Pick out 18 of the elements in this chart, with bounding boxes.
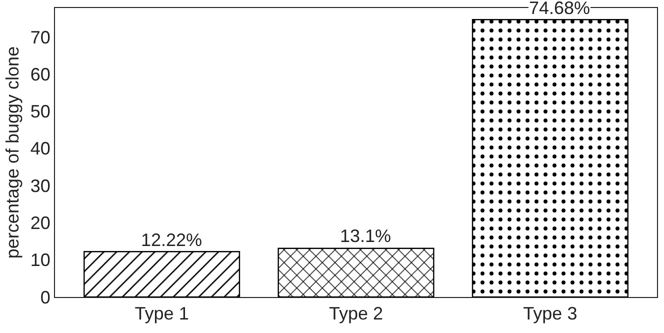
x-tick-label: Type 3 xyxy=(523,304,578,324)
bar xyxy=(278,248,434,297)
y-tick-label: 20 xyxy=(30,213,50,234)
y-axis-title: percentage of buggy clone xyxy=(2,46,23,259)
data-label: 12.22% xyxy=(141,230,202,250)
y-tick-label: 40 xyxy=(30,138,50,159)
y-tick-label: 50 xyxy=(30,102,50,122)
y-tick-label: 10 xyxy=(30,250,50,270)
y-tick-label: 30 xyxy=(30,176,50,196)
x-tick-label: Type 2 xyxy=(328,304,384,324)
x-tick-label: Type 1 xyxy=(134,304,189,324)
y-tick-label: 0 xyxy=(40,287,50,308)
bar xyxy=(84,251,240,297)
y-tick-label: 70 xyxy=(30,27,50,48)
data-label: 74.68% xyxy=(529,0,590,18)
bar xyxy=(472,18,628,297)
data-label: 13.1% xyxy=(340,226,392,246)
y-tick-label: 60 xyxy=(30,64,50,84)
